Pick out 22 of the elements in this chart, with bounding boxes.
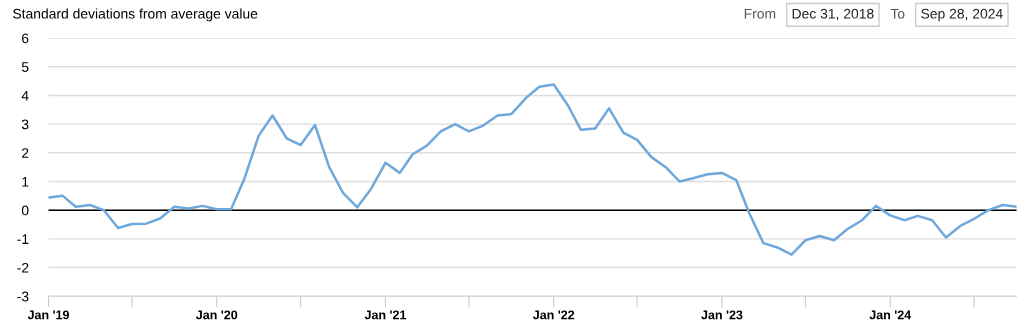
y-tick-label: -2 [17,262,29,273]
x-tick-label: Jan '24 [869,310,912,320]
y-tick-label: 0 [21,205,29,216]
y-axis-title: Standard deviations from average value [13,8,258,22]
text: Sep 28, 2024 [921,8,1003,22]
text: To [890,8,905,19]
y-tick-label: 4 [21,90,29,101]
y-tick-label: 5 [21,62,29,72]
text: From [744,8,776,19]
x-tick-label: Jan '22 [532,310,575,320]
x-tick-label: Jan '21 [364,310,407,320]
x-tick-label: Jan '19 [27,310,69,320]
y-tick-label: -1 [17,234,29,244]
line-series [48,83,1017,256]
x-tick-label: Jan '23 [701,310,743,320]
y-tick-label: 6 [22,33,29,44]
y-tick-label: -3 [17,291,29,302]
y-tick-label: 1 [22,176,29,187]
y-tick-label: 2 [22,148,29,158]
x-tick-label: Jan '20 [196,310,238,320]
y-tick-label: 3 [21,119,29,130]
text: Dec 31, 2018 [792,8,874,21]
